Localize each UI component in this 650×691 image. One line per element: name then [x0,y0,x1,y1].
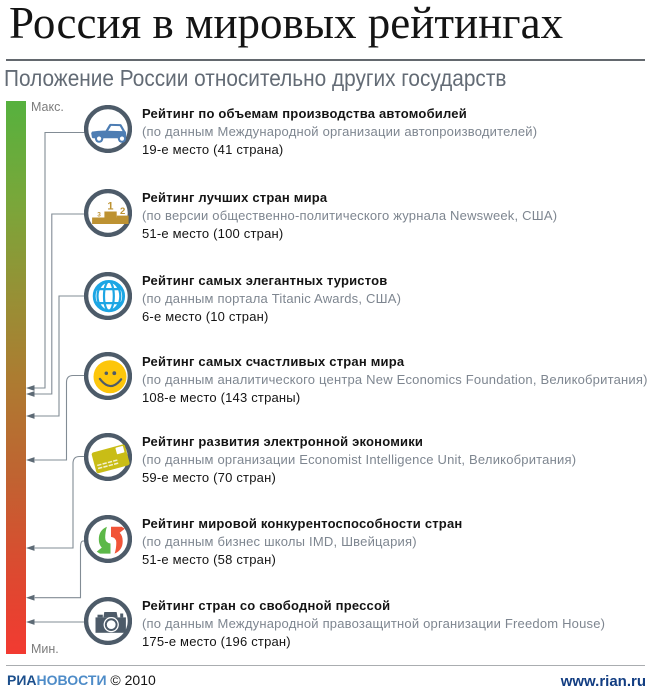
svg-text:2: 2 [120,206,125,217]
svg-text:1: 1 [107,201,113,213]
svg-text:3: 3 [97,212,101,219]
